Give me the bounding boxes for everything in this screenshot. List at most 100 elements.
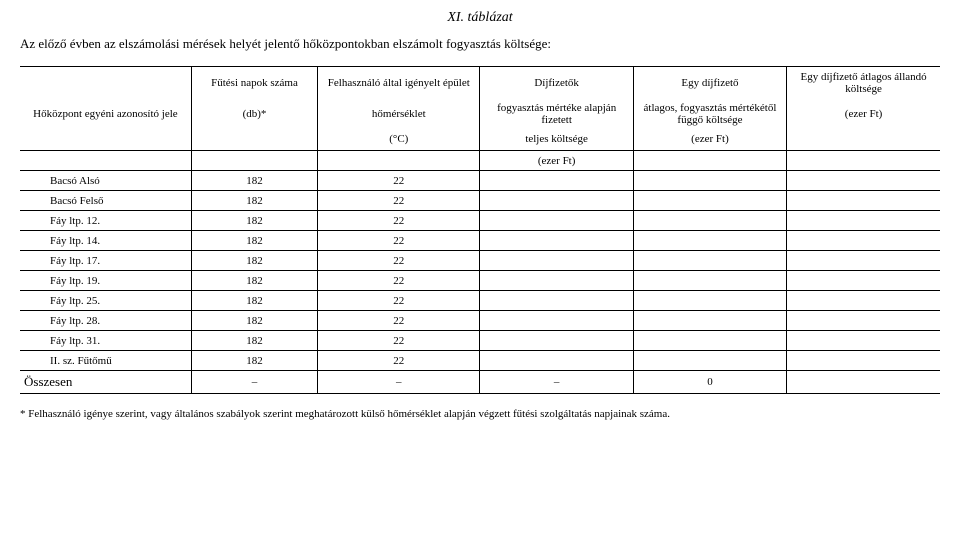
- cell-days: 182: [191, 191, 317, 211]
- cell-c6: [787, 331, 940, 351]
- cell-temp: 22: [318, 331, 480, 351]
- cell-c5: [633, 251, 786, 271]
- h-db: (db)*: [191, 99, 317, 129]
- h4-blank5: [787, 151, 940, 171]
- table-row: Fáy ltp. 12.18222: [20, 211, 940, 231]
- cell-temp: 22: [318, 191, 480, 211]
- header-row-1: Fűtési napok száma Felhasználó által igé…: [20, 67, 940, 99]
- table-row: Fáy ltp. 19.18222: [20, 271, 940, 291]
- cell-temp: 22: [318, 171, 480, 191]
- total-label: Összesen: [20, 371, 191, 394]
- footnote: * Felhasználó igénye szerint, vagy által…: [20, 408, 940, 420]
- cell-c6: [787, 231, 940, 251]
- cell-c4: [480, 351, 633, 371]
- table-row: Fáy ltp. 17.18222: [20, 251, 940, 271]
- cell-days: 182: [191, 291, 317, 311]
- h3-total: teljes költsége: [480, 129, 633, 151]
- total-c5: 0: [633, 371, 786, 394]
- table-row: Fáy ltp. 28.18222: [20, 311, 940, 331]
- total-row: Összesen–––0: [20, 371, 940, 394]
- header-row-4: (ezer Ft): [20, 151, 940, 171]
- cell-name: Fáy ltp. 19.: [20, 271, 191, 291]
- h-building: Felhasználó által igényelt épület: [318, 67, 480, 99]
- h-fixedcost: Egy díjfizető átlagos állandó költsége: [787, 67, 940, 99]
- cell-temp: 22: [318, 291, 480, 311]
- h3-blank1: [20, 129, 191, 151]
- cell-days: 182: [191, 351, 317, 371]
- h-payers: Díjfizetők: [480, 67, 633, 99]
- cell-c5: [633, 191, 786, 211]
- header-row-2: Hőközpont egyéni azonosító jele (db)* hő…: [20, 99, 940, 129]
- cell-days: 182: [191, 331, 317, 351]
- cell-c6: [787, 251, 940, 271]
- table-row: II. sz. Fűtőmű18222: [20, 351, 940, 371]
- cell-temp: 22: [318, 271, 480, 291]
- header-row-3: (°C) teljes költsége (ezer Ft): [20, 129, 940, 151]
- cell-c5: [633, 291, 786, 311]
- cell-c4: [480, 311, 633, 331]
- cell-c4: [480, 171, 633, 191]
- cell-c6: [787, 271, 940, 291]
- h4-blank3: [318, 151, 480, 171]
- cell-temp: 22: [318, 211, 480, 231]
- cell-days: 182: [191, 251, 317, 271]
- cell-c4: [480, 271, 633, 291]
- cell-days: 182: [191, 271, 317, 291]
- h4-blank2: [191, 151, 317, 171]
- h4-blank1: [20, 151, 191, 171]
- cell-c6: [787, 171, 940, 191]
- h-onepayer: Egy díjfizető: [633, 67, 786, 99]
- total-c2: –: [191, 371, 317, 394]
- cell-name: Bacsó Alsó: [20, 171, 191, 191]
- total-c4: –: [480, 371, 633, 394]
- h-id: Hőközpont egyéni azonosító jele: [20, 99, 191, 129]
- h-days: Fűtési napok száma: [191, 67, 317, 99]
- cell-days: 182: [191, 171, 317, 191]
- cell-name: Bacsó Felső: [20, 191, 191, 211]
- cell-temp: 22: [318, 231, 480, 251]
- h4-ezerft: (ezer Ft): [480, 151, 633, 171]
- h-ezerft1: (ezer Ft): [787, 99, 940, 129]
- table-row: Bacsó Alsó18222: [20, 171, 940, 191]
- cell-c6: [787, 291, 940, 311]
- cost-table: Fűtési napok száma Felhasználó által igé…: [20, 66, 940, 394]
- cell-days: 182: [191, 311, 317, 331]
- table-subtitle: Az előző évben az elszámolási mérések he…: [20, 36, 940, 52]
- cell-c5: [633, 311, 786, 331]
- cell-c6: [787, 211, 940, 231]
- cell-days: 182: [191, 231, 317, 251]
- cell-c4: [480, 211, 633, 231]
- cell-c4: [480, 231, 633, 251]
- cell-name: Fáy ltp. 28.: [20, 311, 191, 331]
- cell-c4: [480, 331, 633, 351]
- table-row: Fáy ltp. 31.18222: [20, 331, 940, 351]
- cell-name: Fáy ltp. 17.: [20, 251, 191, 271]
- cell-c5: [633, 171, 786, 191]
- cell-name: Fáy ltp. 25.: [20, 291, 191, 311]
- cell-temp: 22: [318, 251, 480, 271]
- cell-c6: [787, 351, 940, 371]
- table-row: Fáy ltp. 25.18222: [20, 291, 940, 311]
- h-blank: [20, 67, 191, 99]
- table-row: Bacsó Felső18222: [20, 191, 940, 211]
- cell-c5: [633, 331, 786, 351]
- cell-c6: [787, 311, 940, 331]
- cell-c6: [787, 191, 940, 211]
- table-row: Fáy ltp. 14.18222: [20, 231, 940, 251]
- h3-blank3: [787, 129, 940, 151]
- cell-c5: [633, 271, 786, 291]
- cell-c5: [633, 211, 786, 231]
- cell-days: 182: [191, 211, 317, 231]
- h3-blank2: [191, 129, 317, 151]
- cell-name: II. sz. Fűtőmű: [20, 351, 191, 371]
- cell-name: Fáy ltp. 31.: [20, 331, 191, 351]
- total-c6: [787, 371, 940, 394]
- h3-c: (°C): [318, 129, 480, 151]
- cell-c4: [480, 291, 633, 311]
- cell-c4: [480, 251, 633, 271]
- total-c3: –: [318, 371, 480, 394]
- h3-ezerft: (ezer Ft): [633, 129, 786, 151]
- cell-c5: [633, 231, 786, 251]
- h-temp: hőmérséklet: [318, 99, 480, 129]
- h-avg: átlagos, fogyasztás mértékétől függő köl…: [633, 99, 786, 129]
